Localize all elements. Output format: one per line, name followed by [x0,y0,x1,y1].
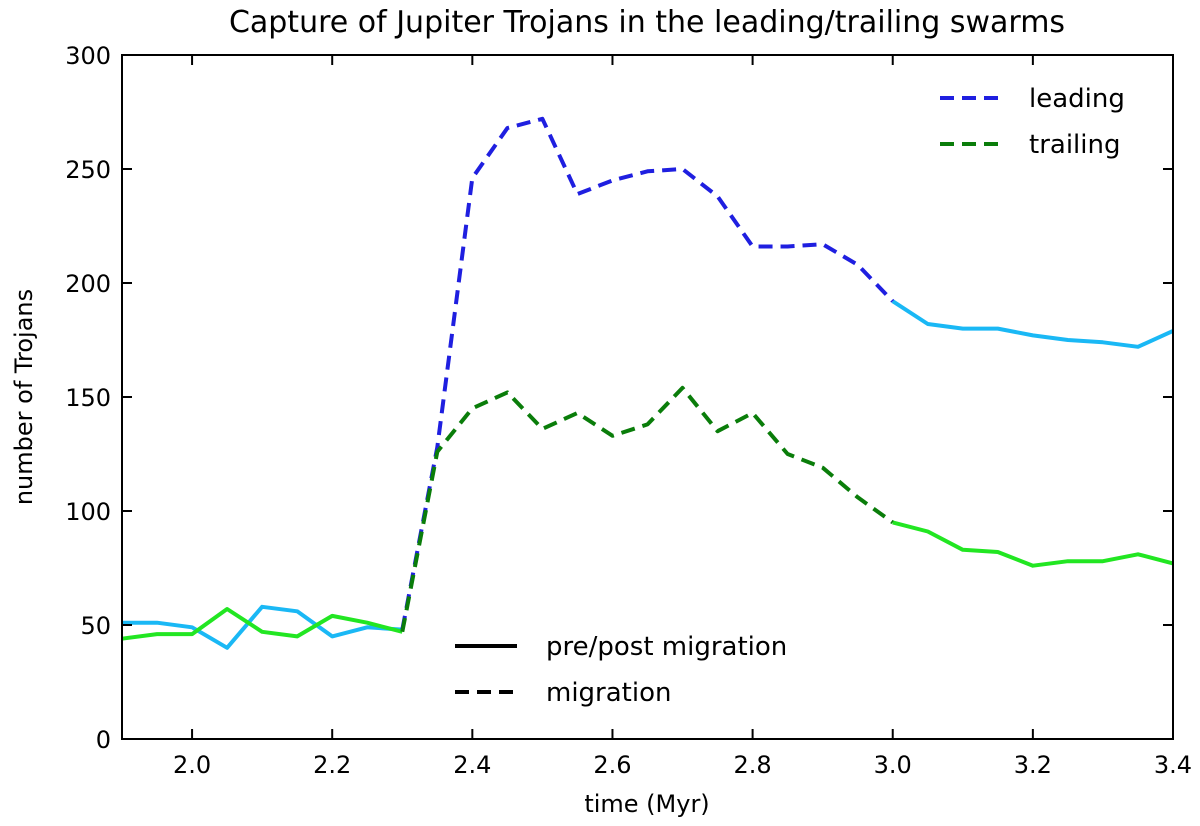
y-tick-label: 150 [65,384,111,412]
series-trailing-migration-line [400,385,894,633]
y-tick-label: 300 [65,42,111,70]
y-tick-label: 50 [80,612,111,640]
x-tick-label: 2.2 [313,751,351,779]
series-leading-post-line [891,299,1174,349]
x-tick-label: 2.4 [453,751,491,779]
x-tick-label: 2.0 [173,751,211,779]
series-legend: leading trailing [940,84,1125,160]
y-tick-label: 0 [96,726,111,754]
series-leading-pre-line [122,604,403,650]
legend-label: pre/post migration [546,632,787,662]
axis-ticks: 2.0 2.2 2.4 2.6 2.8 3.0 3.2 3.4 0 50 100 150 200 250 3… [65,42,1192,779]
line-style-legend: pre/post migration migration [455,632,787,708]
legend-label: migration [546,678,671,708]
x-tick-label: 3.2 [1014,751,1052,779]
x-tick-label: 3.4 [1154,751,1192,779]
series-trailing-pre-line [121,607,403,641]
plot-area [121,116,1174,650]
x-tick-label: 2.8 [734,751,772,779]
x-tick-label: 2.6 [593,751,631,779]
chart-title: Capture of Jupiter Trojans in the leadin… [229,5,1065,40]
y-axis-label: number of Trojans [10,289,38,505]
y-tick-label: 250 [65,156,111,184]
y-tick-label: 100 [65,498,111,526]
x-tick-label: 3.0 [874,751,912,779]
series-trailing-post-line [892,520,1174,568]
y-tick-label: 200 [65,270,111,298]
legend-label: trailing [1029,130,1120,160]
x-axis-label: time (Myr) [584,790,709,818]
series-leading-migration-line [400,116,895,630]
legend-label: leading [1029,84,1125,114]
